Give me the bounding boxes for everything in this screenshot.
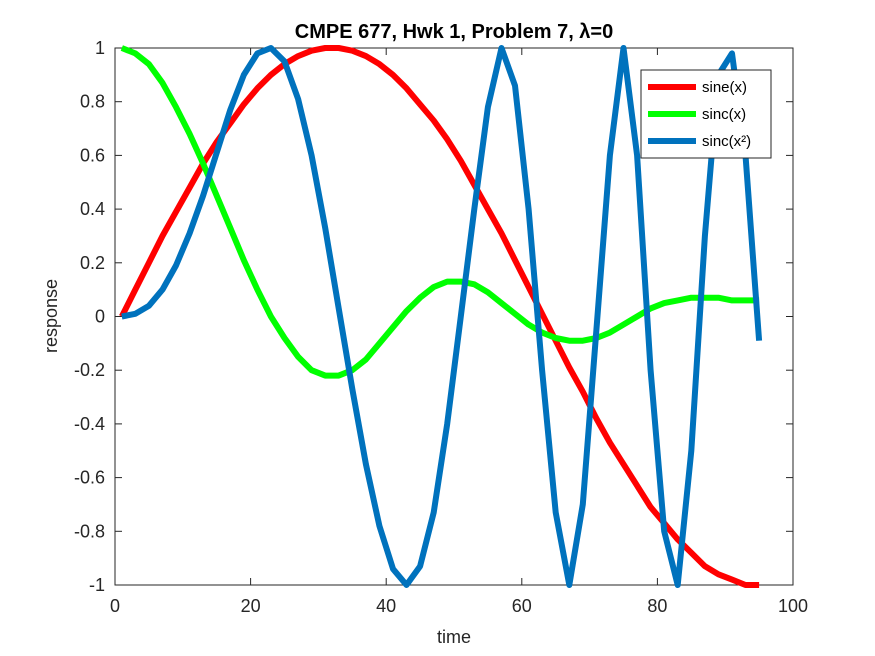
- y-tick-label: 0.8: [80, 92, 105, 112]
- y-tick-label: -1: [89, 575, 105, 595]
- x-tick-label: 40: [376, 596, 396, 616]
- x-tick-label: 60: [512, 596, 532, 616]
- legend: sine(x) sinc(x) sinc(x²): [640, 69, 772, 159]
- y-tick-label: -0.4: [74, 414, 105, 434]
- axis-ticks: 0 20 40 60 80 100 -1 -0.8 -0.6 -0.4 -0.2 0 0.2 0.4 0.6…: [74, 38, 808, 616]
- x-tick-label: 0: [110, 596, 120, 616]
- x-tick-label: 100: [778, 596, 808, 616]
- x-tick-label: 80: [647, 596, 667, 616]
- legend-label-2: sinc(x²): [702, 133, 751, 150]
- y-tick-label: -0.2: [74, 360, 105, 380]
- y-axis-label: response: [41, 279, 61, 353]
- series-line-2: [121, 45, 763, 588]
- legend-label-0: sine(x): [702, 79, 747, 96]
- series-lines: [119, 45, 763, 588]
- series-line-1: [120, 45, 760, 379]
- y-tick-label: 0.2: [80, 253, 105, 273]
- y-tick-label: 0.4: [80, 199, 105, 219]
- y-tick-label: -0.8: [74, 521, 105, 541]
- chart-title: CMPE 677, Hwk 1, Problem 7, λ=0: [295, 21, 613, 43]
- y-tick-label: -0.6: [74, 468, 105, 488]
- y-tick-label: 0.6: [80, 145, 105, 165]
- x-tick-label: 20: [241, 596, 261, 616]
- y-tick-label: 0: [95, 307, 105, 327]
- y-tick-label: 1: [95, 38, 105, 58]
- legend-label-1: sinc(x): [702, 106, 746, 123]
- x-axis-label: time: [437, 627, 471, 647]
